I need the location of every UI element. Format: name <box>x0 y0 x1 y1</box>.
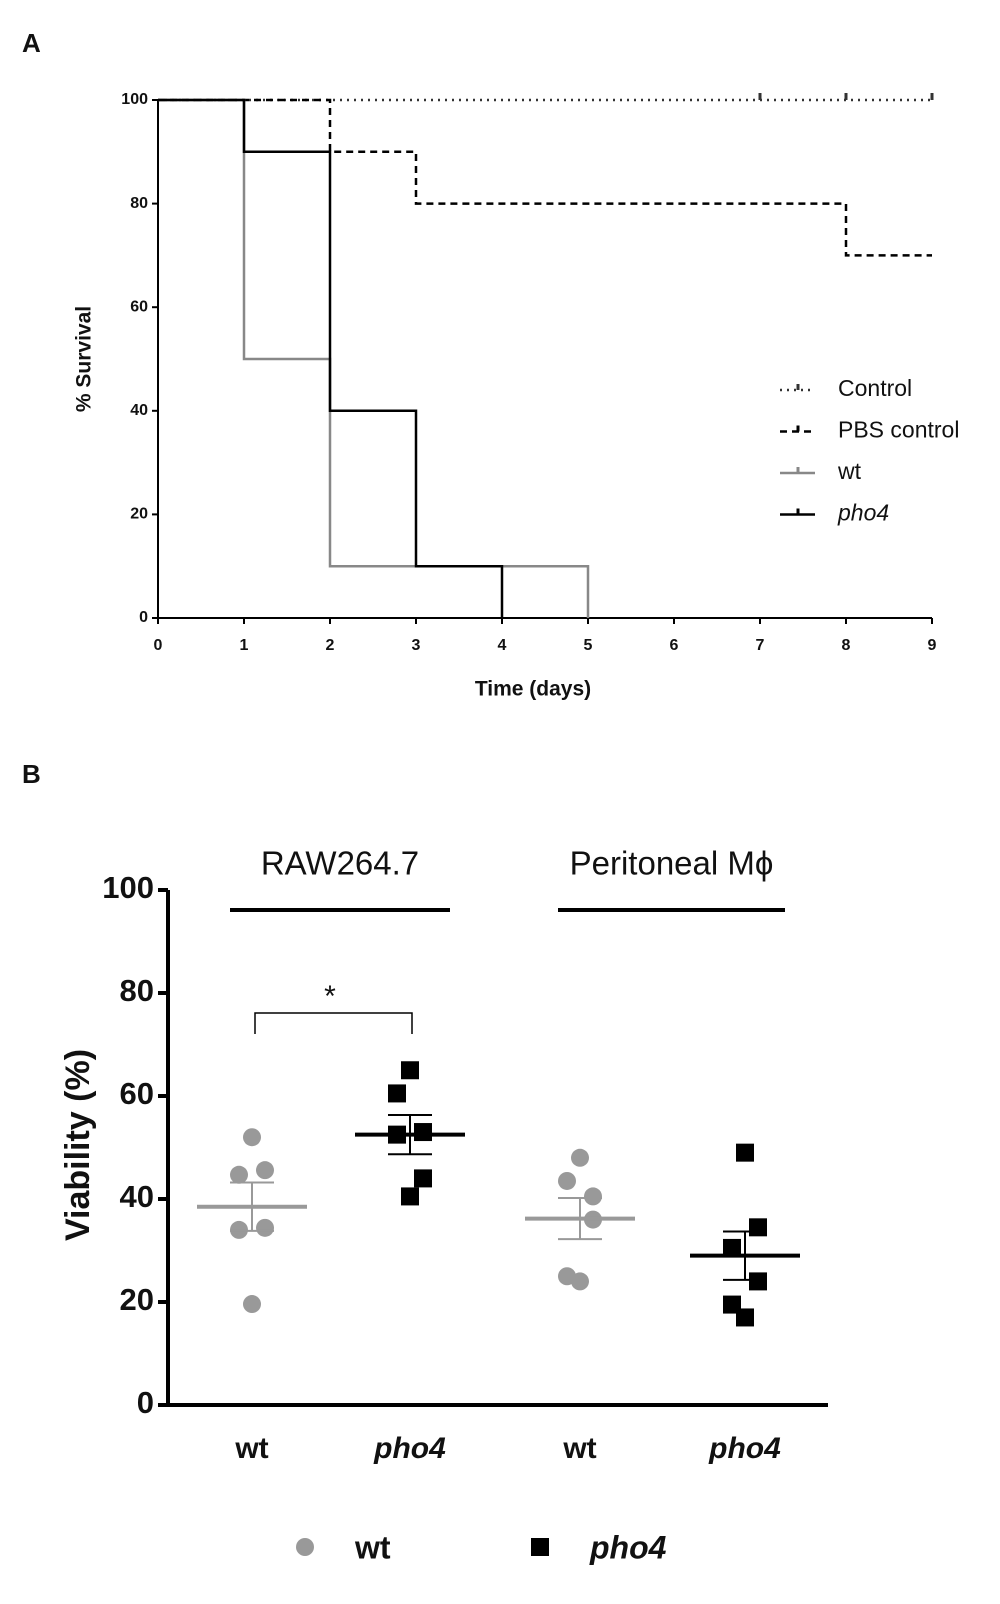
data-point <box>414 1169 432 1188</box>
survival-line <box>158 98 590 618</box>
panel-label: A <box>22 28 41 58</box>
data-point <box>243 1295 261 1314</box>
legend-label: wt <box>837 458 862 484</box>
y-tick-label: 40 <box>130 402 148 419</box>
y-tick-label: 60 <box>120 1076 154 1111</box>
x-tick-label: 6 <box>670 637 679 654</box>
y-tick-label: 80 <box>120 973 154 1008</box>
y-tick-label: 0 <box>139 609 148 626</box>
y-tick-label: 80 <box>130 195 148 212</box>
data-point <box>571 1148 589 1167</box>
data-point <box>230 1165 248 1184</box>
x-tick-label: pho4 <box>708 1432 781 1465</box>
x-axis-label: Time (days) <box>475 678 591 701</box>
x-tick-label: 3 <box>412 637 421 654</box>
legend-label: PBS control <box>838 417 959 443</box>
legend-marker <box>531 1538 549 1556</box>
survival-line <box>158 98 932 257</box>
x-tick-label: 0 <box>154 637 163 654</box>
group-label: RAW264.7 <box>261 845 419 882</box>
legend-label: pho4 <box>837 500 889 526</box>
data-point <box>736 1143 754 1162</box>
y-tick-label: 20 <box>120 1282 154 1317</box>
data-point <box>243 1128 261 1147</box>
survival-line <box>158 98 504 618</box>
x-tick-label: 8 <box>842 637 851 654</box>
legend-label: Control <box>838 375 912 401</box>
y-axis-label: Viability (%) <box>59 1049 97 1241</box>
y-tick-label: 0 <box>137 1385 154 1420</box>
x-tick-label: 1 <box>240 637 249 654</box>
x-tick-label: pho4 <box>373 1432 446 1465</box>
x-tick-label: wt <box>562 1432 596 1465</box>
data-point <box>749 1218 767 1237</box>
x-tick-label: 4 <box>498 637 507 654</box>
y-tick-label: 20 <box>130 506 148 523</box>
data-point <box>401 1187 419 1206</box>
significance-bracket <box>254 1012 413 1034</box>
data-point <box>558 1171 576 1190</box>
y-tick-label: 40 <box>120 1179 154 1214</box>
data-point <box>256 1161 274 1180</box>
y-tick-label: 60 <box>130 298 148 315</box>
x-tick-label: 5 <box>584 637 593 654</box>
data-point <box>401 1061 419 1080</box>
legend-label: wt <box>354 1529 391 1565</box>
y-tick-label: 100 <box>102 870 154 905</box>
panel-label: B <box>22 759 41 789</box>
data-point <box>736 1308 754 1327</box>
data-point <box>571 1272 589 1291</box>
legend-label: pho4 <box>589 1529 667 1565</box>
x-tick-label: 2 <box>326 637 335 654</box>
x-tick-label: 7 <box>756 637 765 654</box>
group-label: Peritoneal Mϕ <box>570 845 774 882</box>
data-point <box>414 1123 432 1142</box>
y-tick-label: 100 <box>121 91 148 108</box>
data-point <box>749 1272 767 1291</box>
data-point <box>230 1220 248 1239</box>
significance-label: * <box>324 980 336 1013</box>
x-tick-label: 9 <box>928 637 937 654</box>
data-point <box>584 1187 602 1206</box>
y-axis-label: % Survival <box>73 306 96 412</box>
data-point <box>723 1238 741 1257</box>
x-tick-label: wt <box>234 1432 268 1465</box>
data-point <box>256 1218 274 1237</box>
data-point <box>388 1084 406 1103</box>
legend-marker <box>296 1538 314 1556</box>
